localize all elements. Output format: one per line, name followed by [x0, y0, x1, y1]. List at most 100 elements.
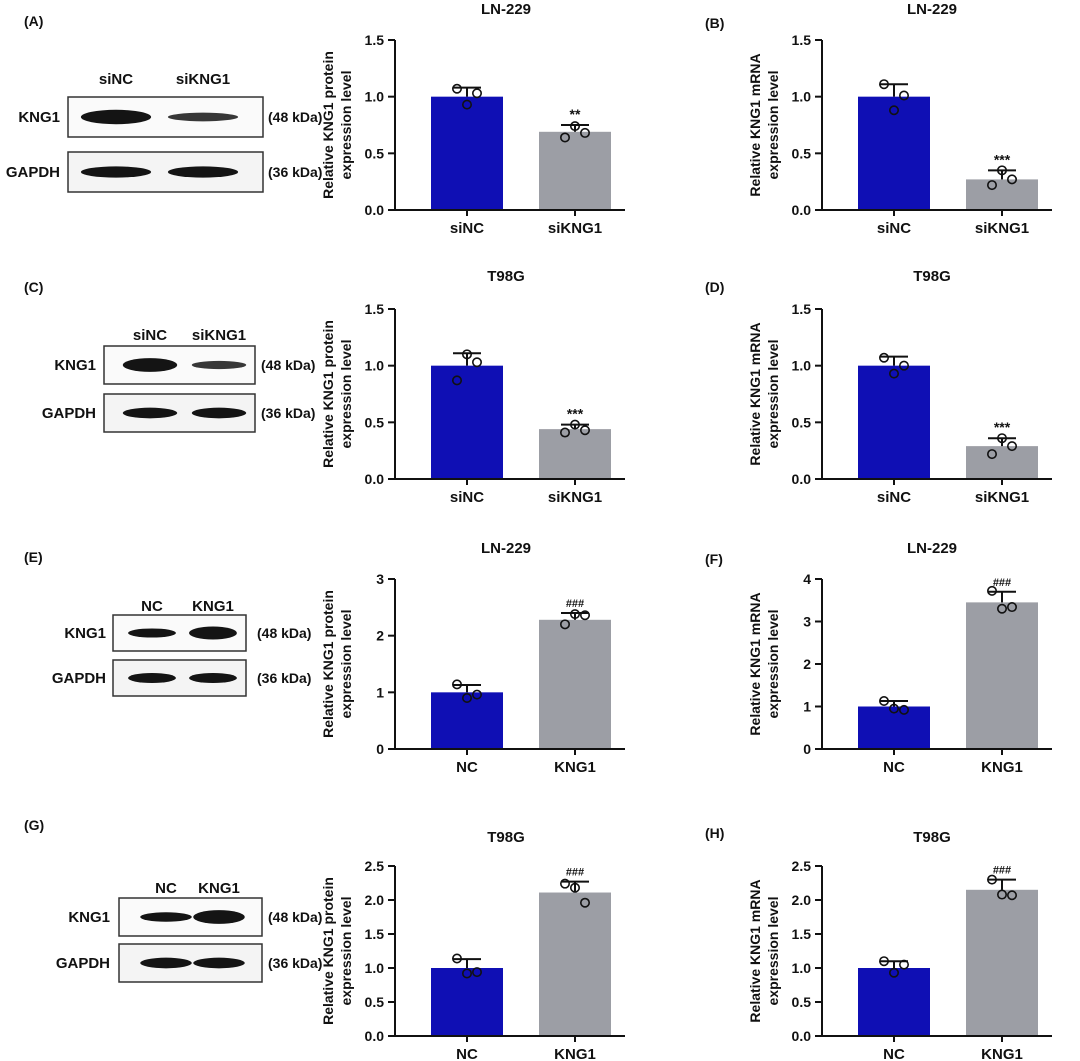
- y-tick-label: 2.0: [365, 892, 385, 908]
- protein-band: [128, 672, 176, 684]
- y-axis-label: Relative KNG1 protein: [320, 51, 336, 199]
- data-point: [579, 127, 590, 138]
- data-point: [579, 897, 590, 908]
- y-tick-label: 1: [376, 684, 384, 700]
- western-blot-panel: (G) NC KNG1 KNG1 (48 kDa) GAPDH (36 kDa): [24, 817, 322, 983]
- control-bar: [431, 692, 503, 749]
- data-point: [1006, 890, 1017, 901]
- x-tick-label: siNC: [450, 220, 484, 237]
- bar-chart-panel: (B) LN-229 Relative KNG1 mRNA expression le…: [705, 1, 1052, 237]
- protein-band: [189, 672, 237, 684]
- treatment-bar: [966, 179, 1038, 210]
- bar-chart-panel: (H) T98G Relative KNG1 mRNA expression leve…: [705, 825, 1052, 1061]
- y-tick-label: 1.0: [792, 358, 812, 374]
- panel-letter: (A): [24, 13, 43, 29]
- data-point: [579, 610, 590, 621]
- chart-title: T98G: [487, 829, 525, 846]
- panel-letter: (H): [705, 825, 724, 841]
- x-tick-label: siNC: [877, 220, 911, 237]
- data-point: [579, 425, 590, 436]
- y-tick-label: 0.5: [365, 414, 385, 430]
- protein-band: [128, 628, 176, 638]
- treatment-bar: [539, 131, 611, 210]
- kng1-blot-row: [67, 96, 264, 138]
- x-tick-label: KNG1: [981, 1046, 1023, 1061]
- data-point: [878, 956, 889, 967]
- y-tick-label: 1.5: [365, 926, 385, 942]
- data-point: [569, 121, 580, 132]
- data-point: [471, 357, 482, 368]
- y-tick-label: 0.0: [365, 471, 385, 487]
- significance-marker: ***: [994, 419, 1011, 435]
- data-point: [471, 88, 482, 99]
- y-tick-label: 2: [803, 656, 811, 672]
- data-point: [471, 967, 482, 978]
- kng1-blot-row: [118, 897, 263, 937]
- y-axis-label: expression level: [338, 610, 354, 719]
- y-axis-label: expression level: [765, 340, 781, 449]
- y-axis-label: expression level: [765, 71, 781, 180]
- lane-label: siNC: [133, 327, 167, 344]
- protein-band: [80, 109, 152, 125]
- y-tick-label: 1.0: [365, 89, 385, 105]
- chart-title: T98G: [487, 268, 525, 285]
- data-point: [569, 609, 580, 620]
- molecular-weight-label: (48 kDa): [268, 909, 322, 925]
- x-tick-label: siKNG1: [975, 220, 1029, 237]
- lane-label: KNG1: [192, 598, 234, 615]
- data-point: [1006, 441, 1017, 452]
- y-tick-label: 0.5: [365, 145, 385, 161]
- x-tick-label: NC: [456, 1046, 478, 1061]
- data-point: [559, 878, 570, 889]
- lane-label: KNG1: [198, 880, 240, 897]
- bar-chart-panel: (D) T98G Relative KNG1 mRNA expression leve…: [705, 268, 1052, 506]
- data-point: [996, 433, 1007, 444]
- y-tick-label: 0.0: [365, 1028, 385, 1044]
- x-tick-label: siNC: [877, 489, 911, 506]
- significance-marker: ***: [567, 406, 584, 422]
- control-bar: [431, 96, 503, 210]
- data-point: [559, 619, 570, 630]
- x-tick-label: siKNG1: [975, 489, 1029, 506]
- x-tick-label: KNG1: [981, 759, 1023, 776]
- data-point: [888, 105, 899, 116]
- lane-label: siKNG1: [176, 71, 230, 88]
- y-tick-label: 0.5: [792, 414, 812, 430]
- significance-marker: ***: [994, 151, 1011, 167]
- data-point: [996, 165, 1007, 176]
- gapdh-row-label: GAPDH: [6, 164, 60, 181]
- gapdh-row-label: GAPDH: [56, 955, 110, 972]
- y-tick-label: 3: [376, 571, 384, 587]
- significance-marker: ###: [993, 577, 1011, 589]
- x-tick-label: NC: [883, 1046, 905, 1061]
- molecular-weight-label: (48 kDa): [268, 109, 322, 125]
- data-point: [878, 79, 889, 90]
- protein-band: [140, 957, 192, 969]
- y-tick-label: 1.5: [792, 926, 812, 942]
- molecular-weight-label: (48 kDa): [257, 625, 311, 641]
- data-point: [1006, 602, 1017, 613]
- significance-marker: ###: [566, 867, 584, 879]
- protein-band: [191, 360, 247, 370]
- control-bar: [858, 96, 930, 210]
- y-tick-label: 0.0: [792, 471, 812, 487]
- data-point: [461, 349, 472, 360]
- data-point: [559, 427, 570, 438]
- x-tick-label: siKNG1: [548, 489, 602, 506]
- bar-chart-panel: T98G Relative KNG1 protein expression leve…: [320, 268, 625, 506]
- gapdh-row-label: GAPDH: [42, 405, 96, 422]
- chart-title: LN-229: [907, 1, 957, 18]
- data-point: [898, 360, 909, 371]
- protein-band: [167, 112, 239, 122]
- lane-label: siKNG1: [192, 327, 246, 344]
- treatment-bar: [539, 619, 611, 749]
- data-point: [451, 375, 462, 386]
- molecular-weight-label: (36 kDa): [268, 164, 322, 180]
- x-tick-label: siKNG1: [548, 220, 602, 237]
- protein-band: [140, 912, 192, 922]
- chart-title: T98G: [913, 829, 951, 846]
- x-tick-label: NC: [456, 759, 478, 776]
- y-tick-label: 0.0: [365, 202, 385, 218]
- kng1-row-label: KNG1: [64, 625, 106, 642]
